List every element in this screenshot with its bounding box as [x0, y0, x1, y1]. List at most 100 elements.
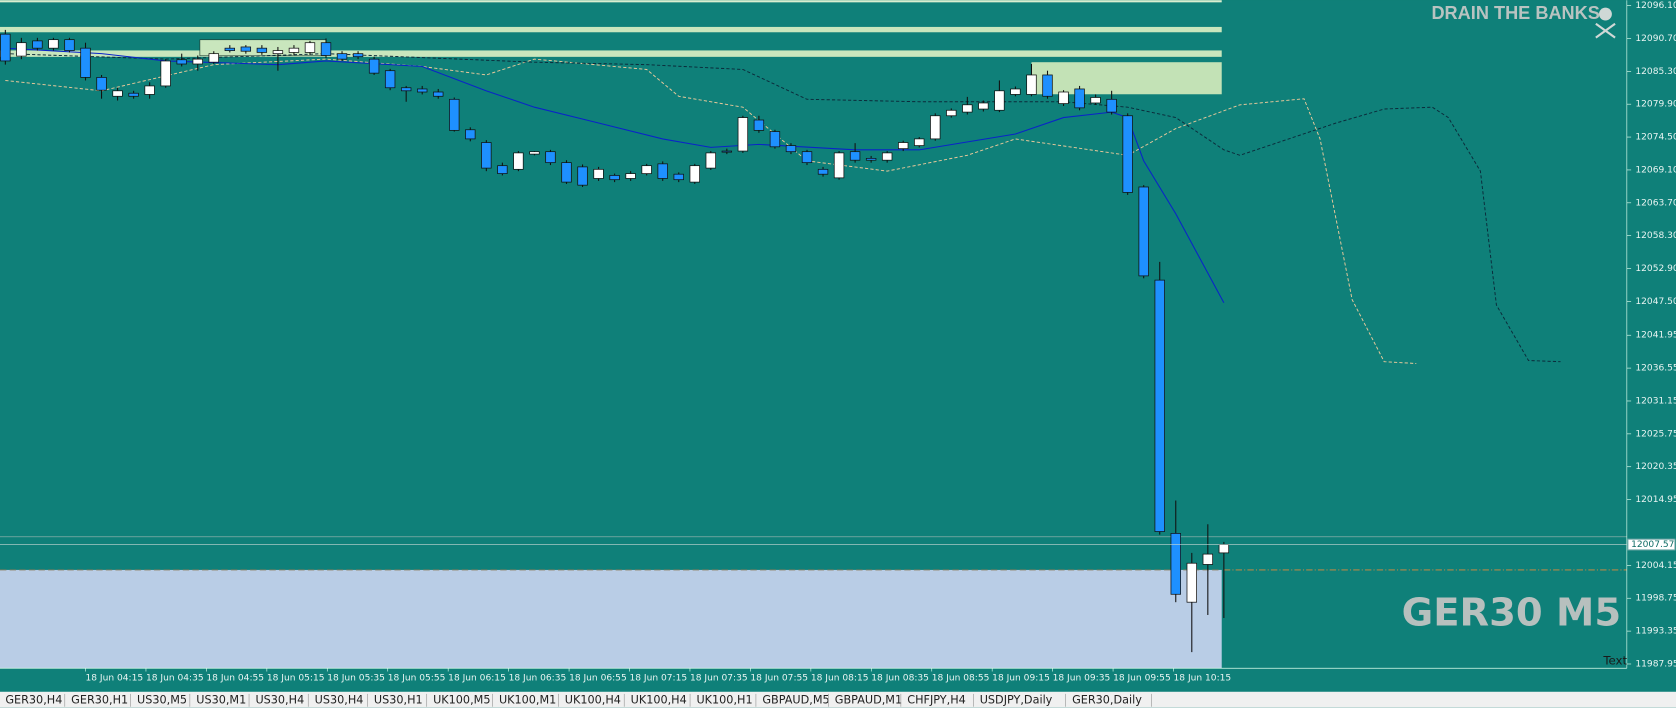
candle-body — [593, 168, 604, 179]
moving-average — [5, 47, 1225, 303]
candle-body — [865, 157, 877, 161]
candle-body — [561, 162, 572, 183]
tabs: GER30,H4 GER30,H1 US30,M5 US30,M1 US30,H4 US3… — [5, 693, 1152, 707]
y-tick-label: 12052.90 — [1635, 264, 1676, 274]
candle-body — [721, 150, 733, 153]
candle-body — [513, 152, 524, 170]
candle-body — [1010, 88, 1021, 95]
candle-body — [1026, 74, 1037, 95]
candle-body — [417, 88, 428, 93]
candle-body — [160, 60, 171, 87]
y-tick-label: 12090.70 — [1635, 34, 1676, 44]
tab[interactable]: GER30,H4 — [5, 693, 62, 706]
candle-body — [817, 168, 829, 175]
candle-body — [1042, 74, 1053, 97]
candle-body — [1090, 97, 1101, 104]
candle-body — [433, 91, 444, 97]
tab[interactable]: USDJPY,Daily — [980, 693, 1053, 706]
zone — [0, 26, 1222, 33]
tab[interactable]: CHFJPY,H4 — [907, 693, 966, 706]
candle-body — [288, 47, 300, 53]
candle-body — [1058, 91, 1069, 104]
candle-body — [304, 42, 316, 53]
tab[interactable]: UK100,M5 — [433, 693, 490, 706]
y-tick-label: 12025.75 — [1635, 429, 1676, 439]
tab[interactable]: GBPAUD,M1 — [835, 693, 902, 706]
candle-body — [609, 175, 620, 181]
x-tick-label: 18 Jun 04:55 — [206, 673, 264, 683]
tab[interactable]: UK100,H1 — [696, 693, 752, 706]
y-tick-label: 12014.95 — [1635, 495, 1676, 505]
candle-body — [368, 58, 380, 74]
ichimoku-span — [5, 58, 1417, 364]
candle-body — [1122, 115, 1133, 193]
x-tick-label: 18 Jun 06:35 — [509, 673, 567, 683]
candle-body — [32, 40, 43, 49]
candle-body — [1218, 544, 1230, 554]
candle-body — [400, 87, 412, 92]
candle-body — [641, 165, 652, 174]
price-label: 12007.57 — [1631, 540, 1674, 550]
candle-body — [737, 117, 749, 152]
candle-body — [849, 151, 861, 161]
candle-body — [673, 173, 684, 181]
y-tick-label: 12069.10 — [1635, 165, 1676, 175]
x-tick-label: 18 Jun 07:35 — [690, 673, 748, 683]
candle-body — [545, 151, 556, 164]
candle-body — [481, 142, 492, 169]
tab[interactable]: GBPAUD,M5 — [762, 693, 829, 706]
tab[interactable]: US30,H1 — [374, 693, 423, 706]
candle-body — [689, 165, 700, 183]
x-tick-label: 18 Jun 08:55 — [932, 673, 990, 683]
candle-body — [914, 138, 925, 146]
y-tick-label: 12036.55 — [1635, 364, 1676, 374]
text-object: Text — [1602, 653, 1627, 667]
tab[interactable]: GER30,Daily — [1072, 693, 1142, 706]
y-tick-label: 12047.50 — [1635, 297, 1676, 307]
tab[interactable]: US30,H4 — [315, 693, 364, 706]
candle-body — [80, 47, 91, 78]
y-tick-label: 12020.35 — [1635, 462, 1676, 472]
x-tick-label: 18 Jun 09:15 — [992, 673, 1050, 683]
x-tick-label: 18 Jun 04:35 — [146, 673, 204, 683]
candle-body — [577, 166, 588, 186]
candle-body — [753, 119, 765, 131]
candle-body — [192, 58, 203, 65]
candle-body — [978, 102, 989, 110]
candle-body — [224, 47, 235, 51]
candle-body — [144, 85, 155, 95]
candle-body — [994, 90, 1005, 111]
tab[interactable]: US30,H4 — [255, 693, 304, 706]
candle-body — [240, 46, 252, 52]
y-tick-label: 12058.30 — [1635, 231, 1676, 241]
candle-body — [657, 163, 668, 179]
tab[interactable]: UK100,H4 — [565, 693, 621, 706]
tab[interactable]: UK100,M1 — [499, 693, 556, 706]
candle-body — [96, 77, 107, 91]
candle-body — [1138, 186, 1149, 277]
candle-body — [1106, 98, 1117, 113]
tab[interactable]: US30,M5 — [137, 693, 187, 706]
x-tick-label: 18 Jun 07:55 — [750, 673, 808, 683]
candle-body — [785, 145, 797, 153]
y-tick-label: 11993.35 — [1635, 627, 1676, 637]
candle-body — [384, 70, 396, 89]
candle-body — [1186, 562, 1197, 603]
tab[interactable]: US30,M1 — [196, 693, 246, 706]
tab-bar — [0, 691, 1676, 708]
candle-body — [208, 53, 219, 63]
candle-body — [272, 50, 284, 55]
candle-body — [881, 152, 893, 161]
x-tick-label: 18 Jun 08:35 — [871, 673, 929, 683]
y-tick-label: 12004.15 — [1635, 561, 1676, 571]
tab[interactable]: UK100,H4 — [631, 693, 687, 706]
candle-body — [1074, 88, 1085, 109]
skull-icon — [1595, 7, 1616, 39]
demand-zone — [0, 569, 1222, 669]
y-tick-label: 12085.30 — [1635, 67, 1676, 77]
candle-body — [128, 92, 139, 97]
zone — [0, 50, 1222, 57]
tab[interactable]: GER30,H1 — [71, 693, 128, 706]
